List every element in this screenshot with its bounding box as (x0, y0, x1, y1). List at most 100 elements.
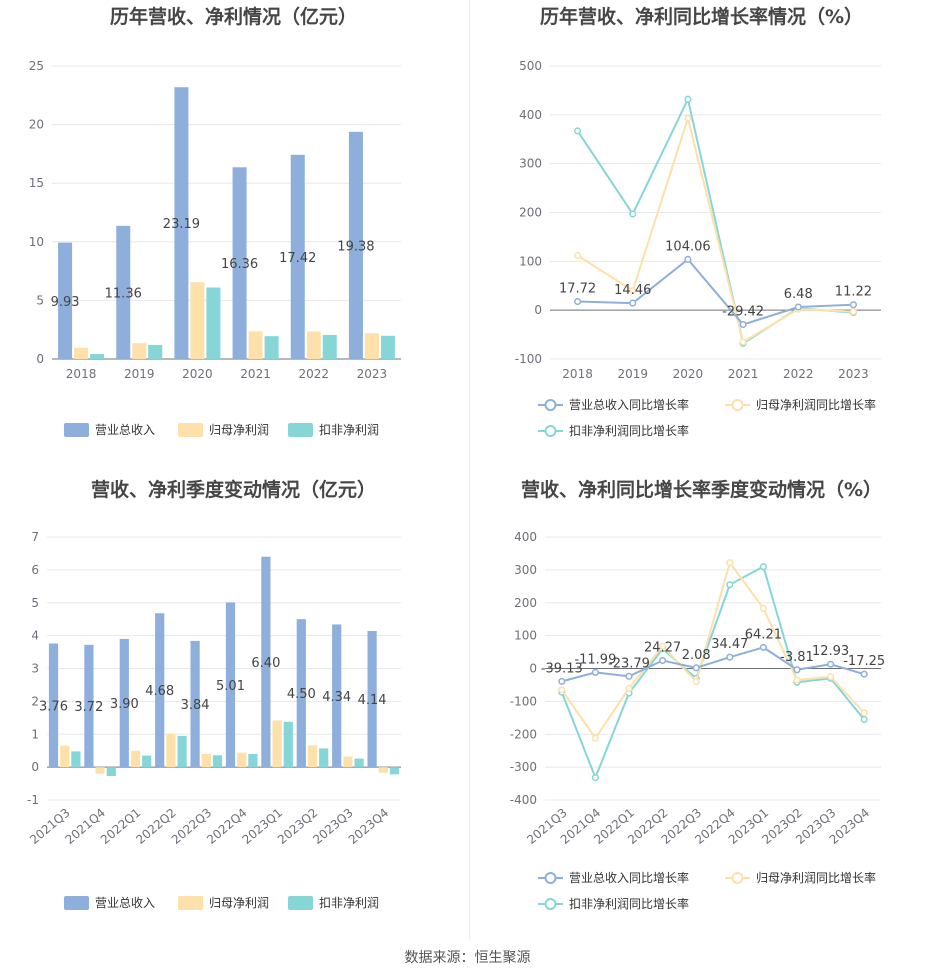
x-tick-label: 2018 (66, 367, 97, 381)
bar-data-label: 4.68 (145, 684, 174, 699)
bar-series-3 (206, 287, 221, 359)
y-tick-label: 0 (31, 760, 39, 774)
bar-series-1 (119, 638, 129, 768)
line-data-label: 64.21 (745, 627, 782, 642)
y-tick-label: -400 (510, 793, 537, 807)
line-point-series-2 (793, 676, 801, 684)
line-point-series-2 (684, 114, 692, 122)
y-tick-label: 10 (29, 235, 44, 249)
bar-series-2 (132, 343, 147, 359)
x-tick-label: 2023 (838, 367, 869, 381)
legend-swatch-marker (544, 425, 557, 437)
bar-data-label: 19.38 (337, 239, 374, 254)
y-tick-label: 500 (519, 59, 542, 73)
chart-title: 营收、净利同比增长率季度变动情况（%） (520, 479, 883, 501)
line-point-series-3 (684, 95, 692, 103)
quarterly-growth-rate-chart: 营收、净利同比增长率季度变动情况（%） -400 -300 -200 -100 0 100… (468, 473, 935, 943)
legend-label: 营业总收入 (95, 423, 155, 437)
bar-data-label: 3.90 (110, 697, 139, 712)
legend-swatch-marker (544, 872, 557, 884)
line-point-series-1 (692, 664, 700, 672)
x-tick-label: 2020 (182, 367, 213, 381)
y-tick-label: 20 (29, 118, 44, 132)
chart-title: 营收、净利季度变动情况（亿元） (90, 479, 376, 501)
bar-series-3 (322, 334, 337, 359)
line-series-1 (577, 257, 854, 326)
legend-label: 营业总收入 (95, 896, 155, 910)
legend-label: 营业总收入同比增长率 (569, 870, 689, 885)
x-tick-label: 2018 (562, 367, 593, 381)
line-series-3 (560, 565, 865, 781)
y-tick-label: 0 (529, 662, 537, 676)
line-data-label: 17.72 (559, 282, 596, 297)
legend-label: 扣非净利润同比增长率 (569, 423, 689, 438)
bar-series-3 (283, 721, 293, 768)
bar-series-2 (130, 750, 141, 768)
bar-series-2 (343, 756, 353, 768)
line-point-series-3 (726, 581, 734, 589)
y-tick-label: 2 (31, 694, 39, 708)
bar-series-2 (307, 745, 318, 768)
line-data-label: 34.47 (711, 637, 748, 652)
y-tick-label: 5 (36, 293, 44, 307)
bar-data-label: 3.72 (74, 700, 103, 715)
line-series-2 (560, 560, 865, 740)
data-source-label: 数据来源：恒生聚源 (404, 950, 531, 966)
x-tick-label: 2022 (783, 367, 814, 381)
bar-series-3 (212, 755, 223, 768)
y-tick-label: 100 (514, 629, 537, 643)
y-tick-label: 400 (514, 530, 537, 544)
bar-data-label: 3.84 (181, 698, 210, 713)
bar-data-label: 4.14 (358, 693, 387, 708)
y-tick-label: 0 (534, 303, 542, 317)
annual-growth-rate-svg: -100 0 100 200 300 400 500 2018 2019 2020 2021 2022… (515, 59, 881, 438)
legend-label: 扣非净利润 (319, 423, 379, 437)
y-tick-label: 4 (31, 629, 39, 643)
bar-data-label: 9.93 (51, 295, 80, 310)
bar-series-3 (90, 354, 105, 359)
line-series-2 (577, 114, 854, 344)
bar-series-3 (71, 751, 81, 768)
chart-title: 历年营收、净利同比增长率情况（%） (539, 6, 864, 28)
bar-series-3 (264, 336, 279, 359)
line-point-series-2 (827, 673, 835, 681)
legend-swatch (178, 896, 203, 910)
line-point-series-3 (591, 774, 599, 782)
line-point-series-1 (849, 301, 857, 309)
line-point-series-2 (739, 338, 747, 346)
bar-series-2 (201, 753, 211, 768)
x-tick-label: 2020 (673, 367, 704, 381)
legend-label: 扣非净利润同比增长率 (569, 896, 689, 911)
bar-series-1 (290, 154, 305, 359)
line-data-label: 2.08 (682, 648, 711, 663)
quarterly-growth-rate-svg: -400-300-200-10001002003004002021Q32021Q… (510, 530, 885, 911)
y-tick-label: 6 (31, 563, 39, 577)
bar-series-3 (142, 755, 152, 768)
bar-series-1 (296, 619, 306, 768)
legend-swatch (64, 423, 89, 437)
line-point-series-2 (692, 678, 700, 686)
annual-revenue-profit-svg: 0 5 10 15 20 25 2018 2019 2020 2021 2022 2023 9.93 11… (29, 59, 401, 437)
x-tick-label: 2022 (298, 367, 329, 381)
legend-swatch-marker (731, 399, 744, 411)
line-point-series-3 (860, 715, 868, 724)
line-data-label: 11.22 (835, 285, 872, 300)
line-point-series-1 (574, 297, 582, 306)
x-tick-label: 2023 (357, 367, 388, 381)
bar-series-3 (354, 758, 364, 768)
y-tick-label: 15 (29, 176, 44, 190)
bar-series-3 (148, 344, 163, 359)
legend-swatch (178, 423, 203, 437)
legend-swatch-marker (731, 872, 744, 884)
bar-series-1 (116, 225, 131, 359)
y-tick-label: -1 (27, 793, 39, 807)
line-point-series-2 (574, 251, 582, 260)
bar-series-1 (332, 624, 342, 768)
line-data-label: -3.81 (780, 650, 814, 665)
legend-label: 归母净利润同比增长率 (756, 397, 876, 412)
line-point-series-1 (793, 666, 801, 674)
line-data-label: 104.06 (665, 239, 711, 254)
line-point-series-2 (558, 686, 566, 694)
bar-data-label: 11.36 (105, 286, 142, 301)
annual-revenue-profit-chart: 历年营收、净利情况（亿元） 0 5 10 15 20 25 2018 2019 2020 2021… (0, 0, 467, 470)
